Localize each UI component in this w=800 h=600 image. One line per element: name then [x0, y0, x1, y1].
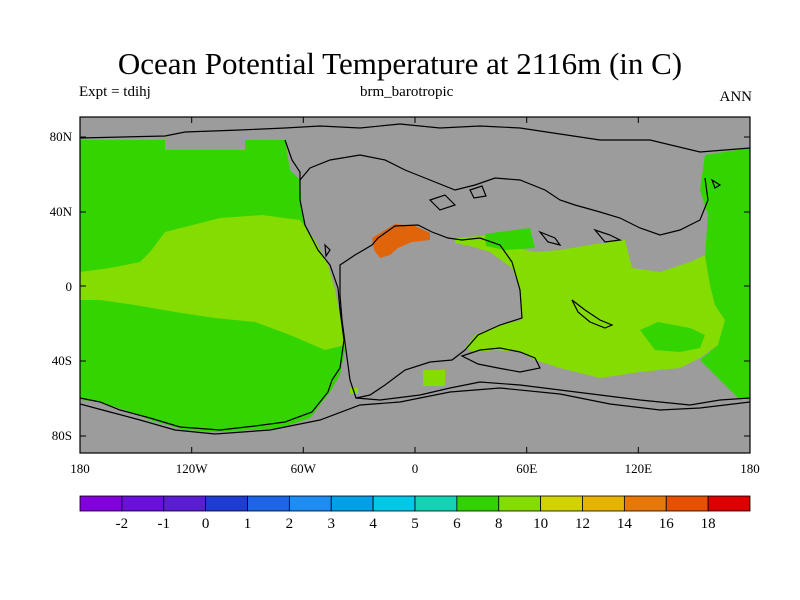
island-south	[460, 347, 541, 373]
island-small-2	[593, 228, 623, 243]
coastlines	[80, 123, 750, 435]
colorbar-label: 5	[411, 516, 419, 532]
colorbar-labels: -2 -1 0 1 2 3 4 5 6 8 10 12 14 16 18	[116, 516, 716, 532]
lon-label: 120W	[176, 461, 209, 476]
map-area	[80, 117, 750, 453]
coastline-central-continent	[339, 224, 523, 399]
coastline-southern-rim	[355, 381, 750, 406]
colorbar-label: 1	[244, 516, 252, 532]
lon-label: 60E	[516, 461, 537, 476]
coastline-south-continent	[80, 387, 750, 435]
colorbar-label: 0	[202, 516, 210, 532]
colorbar-label: 12	[575, 516, 590, 532]
lat-label: 40N	[50, 204, 73, 219]
lat-labels: 80N 40N 0 40S 80S	[50, 129, 73, 443]
lon-label: 60W	[291, 461, 317, 476]
island-east	[571, 299, 614, 329]
colorbar-label: 6	[453, 516, 461, 532]
island-small-5	[428, 194, 457, 211]
colorbar-label: 8	[495, 516, 503, 532]
pacific-ocean-lightgreen-tongue	[80, 275, 165, 296]
colorbar-swatch	[456, 495, 500, 512]
colorbar-swatch	[665, 495, 709, 512]
coastline-north	[80, 123, 750, 153]
colorbar-label: -2	[116, 516, 129, 532]
lon-label: 180	[70, 461, 90, 476]
lat-label: 0	[66, 279, 73, 294]
colorbar-label: 3	[328, 516, 336, 532]
colorbar-label: 16	[659, 516, 675, 532]
case-label: brm_barotropic	[360, 84, 454, 100]
lon-label: 0	[412, 461, 419, 476]
colorbar-swatch	[372, 495, 416, 512]
colorbar-swatch	[623, 495, 667, 512]
lon-label: 120E	[625, 461, 653, 476]
colorbar-swatch	[163, 495, 207, 512]
lon-labels: 180 120W 60W 0 60E 120E 180	[70, 461, 760, 476]
island-small-1	[538, 230, 562, 246]
experiment-label: Expt = tdihj	[79, 84, 151, 100]
coastline-northern-inland	[299, 154, 709, 236]
colorbar-swatch	[288, 495, 332, 512]
pacific-ocean-lightgreen	[80, 215, 345, 350]
colorbar-swatch	[247, 495, 290, 512]
plot-title: Ocean Potential Temperature at 2116m (in…	[117, 46, 683, 81]
colorbar-swatch	[330, 495, 374, 512]
colorbar-swatch	[79, 495, 123, 512]
southern-patch-green	[640, 322, 705, 352]
island-small-3	[710, 178, 722, 189]
island-small-6	[324, 243, 331, 258]
map-frame	[79, 116, 751, 454]
season-label: ANN	[719, 89, 753, 105]
southern-patch-lightgreen	[423, 370, 445, 386]
colorbar-label: 2	[286, 516, 294, 532]
colorbar-label: 4	[369, 516, 377, 532]
lat-label: 80N	[50, 129, 73, 144]
colorbar-swatch	[498, 495, 542, 512]
colorbar-label: 10	[533, 516, 548, 532]
colorbar-swatch	[205, 495, 248, 512]
northeast-ocean-green	[700, 148, 750, 400]
colorbar-swatch	[582, 495, 625, 512]
lat-label: 80S	[52, 428, 72, 443]
colorbar-label: 18	[701, 516, 716, 532]
colorbar-swatch	[121, 495, 165, 512]
island-small-4	[469, 185, 487, 199]
inner-ticks	[80, 117, 750, 453]
colorbar-swatch	[540, 495, 583, 512]
coastline-west-continent	[80, 139, 345, 431]
colorbar-swatch	[414, 495, 458, 512]
lat-label: 40S	[52, 353, 72, 368]
colorbar-swatch	[707, 495, 751, 512]
colorbar-label: 14	[617, 516, 633, 532]
colorbar	[79, 495, 751, 512]
lon-label: 180	[740, 461, 760, 476]
colorbar-label: -1	[158, 516, 171, 532]
